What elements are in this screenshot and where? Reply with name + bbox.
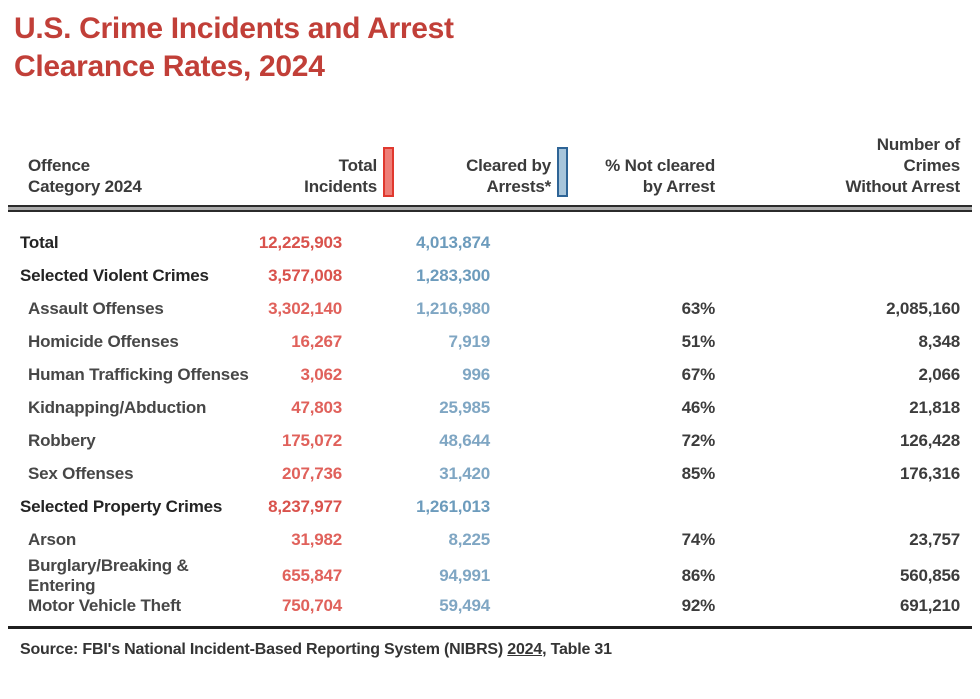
table-row: Selected Violent Crimes 3,577,008 1,283,… [20,259,960,292]
crimes-without-arrest-cell: 8,348 [918,331,960,351]
pct-not-cleared-cell: 86% [681,566,716,585]
cleared-by-arrests-legend-marker [557,147,568,197]
cleared-by-arrest-cell: 1,216,980 [416,298,490,318]
total-incidents-cell: 16,267 [291,331,342,351]
table-row: Assault Offenses 3,302,140 1,216,980 63%… [20,292,960,325]
crimes-without-arrest-cell: 176,316 [899,463,960,483]
crimes-without-arrest-cell: 23,757 [909,529,960,549]
cleared-by-arrest-cell: 1,261,013 [416,496,490,516]
cleared-by-arrest-cell: 59,494 [439,595,490,615]
crimes-without-arrest-cell: 126,428 [899,430,960,450]
header-cleared-by-arrests-label: Cleared by Arrests* [466,155,551,197]
cleared-by-arrest-cell: 8,225 [448,529,490,549]
total-incidents-legend-marker [383,147,394,197]
pct-not-cleared-cell: 85% [681,463,716,483]
page-title-line1: U.S. Crime Incidents and Arrest [14,12,454,45]
header-line: Offence [28,156,90,175]
page-title-line2: Clearance Rates, 2024 [14,50,325,83]
table-row: Kidnapping/Abduction 47,803 25,985 46% 2… [20,391,960,424]
header-line: Incidents [304,177,377,196]
total-incidents-cell: 175,072 [281,430,342,450]
pct-not-cleared-cell: 63% [681,298,716,318]
pct-not-cleared-cell: 92% [681,595,716,615]
pct-not-cleared-cell: 72% [681,430,716,450]
header-divider [8,205,972,212]
offense-name-cell: Arson [28,529,77,549]
table-body: Total 12,225,903 4,013,874 Selected Viol… [0,226,980,622]
header-crimes-without-arrest: Number of Crimes Without Arrest [715,134,961,197]
cleared-by-arrest-cell: 94,991 [439,566,490,585]
total-incidents-cell: 3,302,140 [268,298,342,318]
cleared-by-arrest-cell: 996 [462,364,490,384]
header-line: Category 2024 [28,177,142,196]
total-incidents-cell: 207,736 [281,463,342,483]
crimes-without-arrest-cell: 2,085,160 [886,298,960,318]
total-incidents-cell: 8,237,977 [268,496,342,516]
offense-name-cell: Selected Property Crimes [20,496,223,516]
total-incidents-cell: 750,704 [281,595,342,615]
header-line: Cleared by [466,156,551,175]
offense-name-cell: Total [20,232,59,252]
header-line: Number of [876,135,960,154]
table-row: Arson 31,982 8,225 74% 23,757 [20,523,960,556]
header-line: % Not cleared [605,156,715,175]
pct-not-cleared-cell: 67% [681,364,716,384]
cleared-by-arrest-cell: 31,420 [439,463,490,483]
source-text: , Table 31 [542,641,612,658]
source-year-link[interactable]: 2024 [507,641,543,658]
cleared-by-arrest-cell: 48,644 [439,430,490,450]
table-row: Sex Offenses 207,736 31,420 85% 176,316 [20,457,960,490]
table-row: Motor Vehicle Theft 750,704 59,494 92% 6… [20,589,960,622]
header-line: Arrests* [486,177,551,196]
pct-not-cleared-cell: 51% [681,331,716,351]
header-total-incidents: Total Incidents [250,147,394,197]
crimes-without-arrest-cell: 21,818 [909,397,960,417]
offense-name-cell: Assault Offenses [28,298,164,318]
total-incidents-cell: 47,803 [291,397,342,417]
source-note: Source: FBI's National Incident-Based Re… [20,641,980,659]
table-row: Burglary/Breaking & Entering 655,847 94,… [20,556,960,595]
header-pct-not-cleared: % Not cleared by Arrest [568,155,715,197]
header-line: Total [338,156,378,175]
header-line: by Arrest [642,177,715,196]
header-total-incidents-label: Total Incidents [304,155,377,197]
total-incidents-cell: 655,847 [281,566,342,585]
header-offense-category: Offence Category 2024 [20,155,250,197]
offense-name-cell: Robbery [28,430,96,450]
offense-name-cell: Selected Violent Crimes [20,265,209,285]
offense-name-cell: Kidnapping/Abduction [28,397,207,417]
header-line: Crimes [903,156,961,175]
table-row: Human Trafficking Offenses 3,062 996 67%… [20,358,960,391]
crimes-without-arrest-cell: 2,066 [918,364,960,384]
offense-name-cell: Homicide Offenses [28,331,179,351]
footer-divider [8,626,972,629]
total-incidents-cell: 3,062 [300,364,342,384]
header-cleared-by-arrests: Cleared by Arrests* [394,147,568,197]
total-incidents-cell: 12,225,903 [258,232,342,252]
crimes-without-arrest-cell: 691,210 [899,595,960,615]
total-incidents-cell: 3,577,008 [268,265,342,285]
pct-not-cleared-cell: 46% [681,397,716,417]
table-row: Selected Property Crimes 8,237,977 1,261… [20,490,960,523]
table-row: Total 12,225,903 4,013,874 [20,226,960,259]
table-header: Offence Category 2024 Total Incidents Cl… [0,134,980,197]
offense-name-cell: Sex Offenses [28,463,134,483]
offense-name-cell: Motor Vehicle Theft [28,595,181,615]
total-incidents-cell: 31,982 [291,529,342,549]
table-row: Robbery 175,072 48,644 72% 126,428 [20,424,960,457]
cleared-by-arrest-cell: 1,283,300 [416,265,490,285]
table-row: Homicide Offenses 16,267 7,919 51% 8,348 [20,325,960,358]
offense-name-cell: Human Trafficking Offenses [28,364,249,384]
pct-not-cleared-cell: 74% [681,529,716,549]
offense-name-cell: Burglary/Breaking & Entering [28,556,189,595]
cleared-by-arrest-cell: 7,919 [448,331,490,351]
cleared-by-arrest-cell: 25,985 [439,397,490,417]
page-title: U.S. Crime Incidents and Arrest Clearance… [14,10,980,86]
crimes-without-arrest-cell: 560,856 [899,566,960,585]
cleared-by-arrest-cell: 4,013,874 [416,232,490,252]
crime-clearance-infographic: U.S. Crime Incidents and Arrest Clearance… [0,10,980,699]
header-line: Without Arrest [845,177,961,196]
source-text: Source: FBI's National Incident-Based Re… [20,641,508,658]
